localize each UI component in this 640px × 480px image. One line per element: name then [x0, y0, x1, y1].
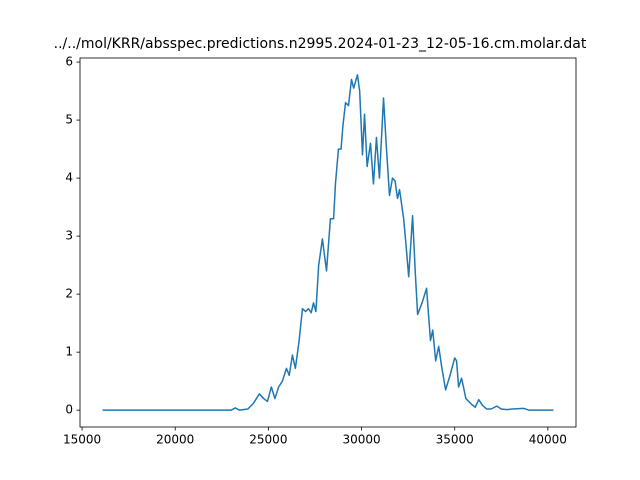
- y-tick-label: 0: [65, 403, 73, 417]
- x-tick-label: 15000: [63, 433, 101, 447]
- y-tick-label: 4: [65, 171, 73, 185]
- chart-title: ../../mol/KRR/absspec.predictions.n2995.…: [54, 36, 587, 52]
- data-line: [102, 74, 554, 411]
- y-tick-label: 3: [65, 229, 73, 243]
- x-tick-label: 35000: [436, 433, 474, 447]
- y-tick-label: 1: [65, 345, 73, 359]
- x-tick-label: 20000: [156, 433, 194, 447]
- x-tick-label: 40000: [529, 433, 567, 447]
- y-tick-label: 6: [65, 55, 73, 69]
- y-tick-label: 2: [65, 287, 73, 301]
- x-tick-label: 25000: [249, 433, 287, 447]
- x-tick-label: 30000: [342, 433, 380, 447]
- plot-frame: [79, 57, 577, 428]
- y-tick-label: 5: [65, 113, 73, 127]
